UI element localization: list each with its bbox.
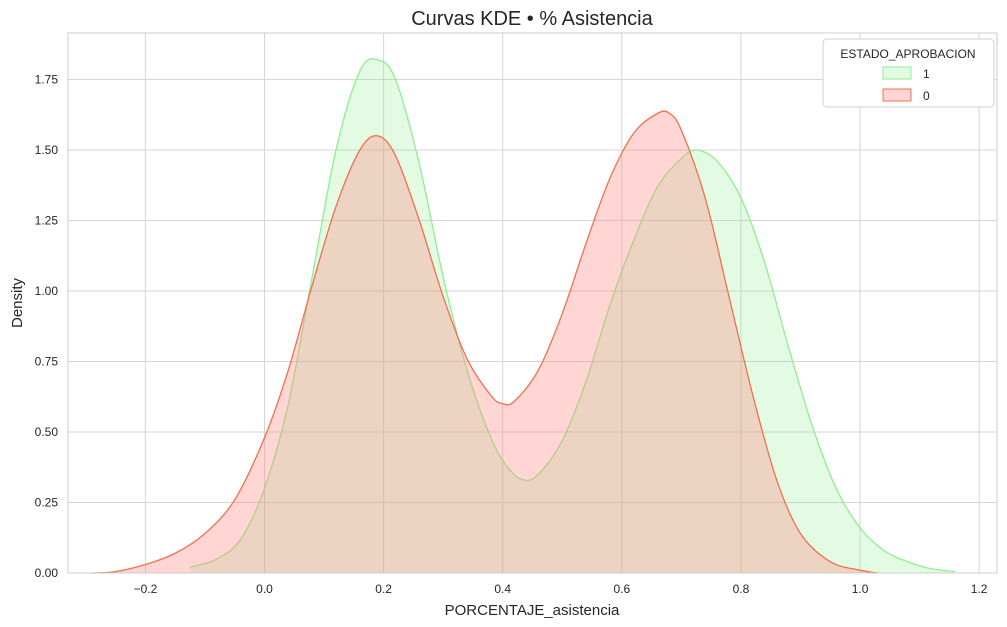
x-tick-label: 1.2 (971, 582, 988, 596)
legend-label: 1 (923, 67, 930, 81)
y-axis-ticks: 0.00 0.25 0.50 0.75 1.00 1.25 1.50 1.75 (35, 73, 59, 580)
y-tick-label: 0.75 (35, 355, 59, 369)
x-tick-label: 1.0 (852, 582, 869, 596)
y-tick-label: 1.25 (35, 214, 59, 228)
series-0-line (91, 110, 879, 574)
y-tick-label: 0.25 (35, 496, 59, 510)
series-areas (91, 58, 956, 574)
legend-swatch (882, 66, 912, 80)
legend-box (822, 38, 995, 108)
x-tick-label: −0.2 (134, 582, 158, 596)
x-tick-label: 0.4 (494, 582, 511, 596)
legend-swatch (882, 88, 912, 102)
x-tick-label: 0.6 (613, 582, 630, 596)
x-axis-ticks: −0.2 0.0 0.2 0.4 0.6 0.8 1.0 1.2 (134, 582, 988, 596)
series-1-line (189, 58, 956, 573)
x-tick-label: 0.0 (256, 582, 273, 596)
legend-label: 0 (923, 89, 930, 103)
chart-title: Curvas KDE • % Asistencia (411, 8, 653, 30)
x-tick-label: 0.2 (375, 582, 392, 596)
plot-frame (67, 32, 998, 574)
y-tick-label: 1.00 (35, 284, 59, 298)
plot-area (68, 33, 997, 573)
legend: ESTADO_APROBACION 1 0 (822, 38, 995, 108)
y-tick-label: 0.00 (35, 566, 59, 580)
series-1-area (190, 58, 956, 574)
y-tick-label: 1.75 (35, 73, 59, 87)
series-0-area (91, 111, 878, 573)
y-tick-label: 0.50 (35, 425, 59, 439)
x-tick-label: 0.8 (733, 582, 750, 596)
x-axis-label: PORCENTAJE_asistencia (445, 602, 620, 619)
legend-title: ESTADO_APROBACION (840, 47, 975, 61)
y-tick-label: 1.50 (35, 143, 59, 157)
y-axis-label: Density (9, 277, 26, 328)
